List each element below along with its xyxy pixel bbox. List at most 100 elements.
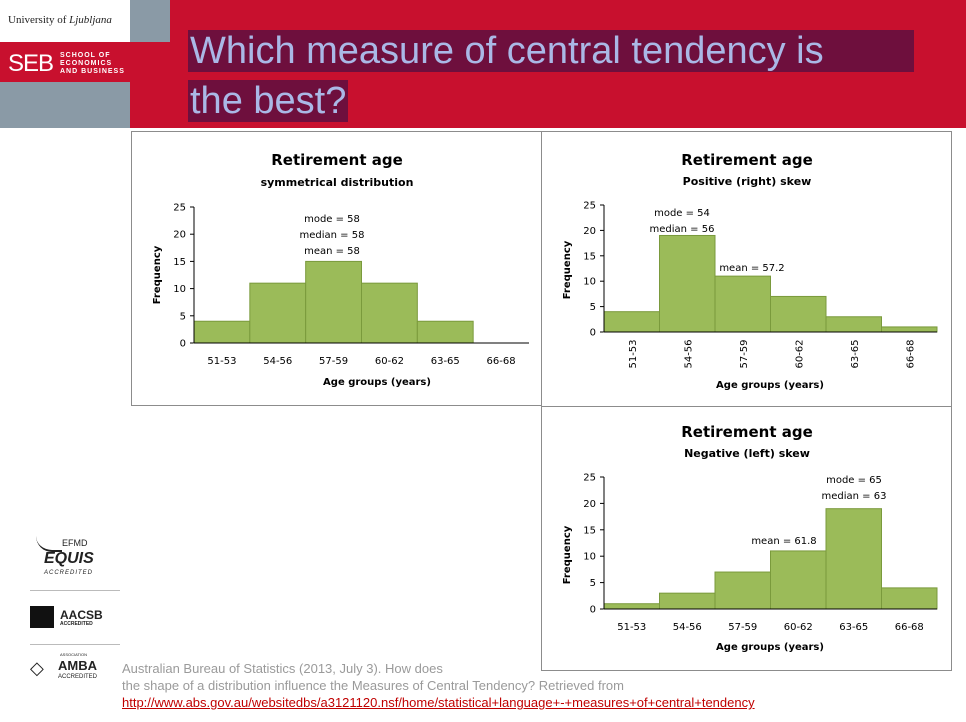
chart-title: Retirement age: [271, 151, 403, 169]
logo-divider: [30, 590, 120, 591]
x-tick-label: 51-53: [628, 339, 639, 368]
plot-area: 0 5 10 15 20 25 51-53 54-56 57-59 60-62 63-65 66-68: [583, 473, 938, 633]
chart-subtitle: Negative (left) skew: [684, 447, 810, 460]
aacsb-accredited-text: ACCREDITED: [60, 621, 93, 627]
bar-54-56: [659, 592, 716, 610]
amba-diamond-icon: ◇: [30, 658, 44, 678]
x-tick-label: 63-65: [850, 339, 861, 368]
slide-title-line2: the best?: [188, 80, 349, 122]
amba-accredited-text: ACCREDITED: [58, 674, 98, 680]
x-tick-label: 57-59: [319, 356, 348, 367]
x-tick-label: 54-56: [683, 339, 694, 368]
university-city: Ljubljana: [69, 14, 112, 26]
y-tick-label: 5: [590, 578, 596, 589]
seb-line2: ECONOMICS: [60, 60, 113, 67]
x-tick-label: 51-53: [617, 622, 646, 633]
chart-subtitle: symmetrical distribution: [261, 176, 414, 189]
equis-swoosh-icon: [36, 536, 62, 552]
plot-area: 0 5 10 15 20 25 51-53 54-56 57-59 60-62 63-65 66-68: [173, 203, 529, 367]
bar-60-62: [770, 295, 827, 333]
y-axis-label: Frequency: [562, 240, 573, 299]
chart-title: Retirement age: [681, 151, 813, 169]
x-tick-label: 63-65: [431, 356, 460, 367]
university-name: University of Ljubljana: [8, 14, 112, 26]
slide-title-line1: Which measure of central tendency is: [188, 30, 914, 72]
university-prefix: University of: [8, 14, 70, 26]
citation: Australian Bureau of Statistics (2013, J…: [122, 660, 952, 711]
efmd-text: EFMD: [62, 538, 88, 548]
chart-symmetrical: Retirement age symmetrical distribution …: [152, 151, 529, 388]
x-tick-label: 66-68: [905, 339, 916, 368]
y-tick-label: 15: [583, 525, 596, 536]
annotation-median: median = 63: [822, 491, 887, 502]
bar-63-65: [825, 508, 882, 610]
bar-54-56: [249, 282, 307, 344]
x-axis-label: Age groups (years): [716, 380, 824, 391]
y-tick-label: 0: [180, 339, 186, 350]
y-tick-label: 15: [583, 251, 596, 262]
chart-panel-negative-skew: Retirement age Negative (left) skew Freq…: [541, 406, 952, 671]
seb-line1: SCHOOL OF: [60, 52, 111, 59]
seb-abbr: SEB: [8, 50, 54, 77]
annotation-mode: mode = 58: [304, 214, 360, 225]
seb-school-name: SCHOOL OF ECONOMICS AND BUSINESS: [60, 52, 125, 76]
y-tick-label: 5: [590, 302, 596, 313]
y-axis-label: Frequency: [562, 525, 573, 584]
y-tick-label: 10: [583, 552, 596, 563]
bar-63-65: [416, 320, 474, 344]
x-tick-label: 54-56: [673, 622, 702, 633]
annotation-mode: mode = 54: [654, 208, 710, 219]
x-tick-label: 60-62: [794, 339, 805, 368]
y-tick-label: 20: [173, 230, 186, 241]
x-tick-label: 54-56: [263, 356, 292, 367]
header-grey-block: [0, 82, 130, 128]
x-tick-label: 66-68: [895, 622, 924, 633]
y-tick-label: 25: [173, 203, 186, 214]
bar-51-53: [603, 311, 660, 333]
citation-line2: the shape of a distribution influence th…: [122, 678, 624, 693]
plot-area: 0 5 10 15 20 25 51-53 54-56 57-59 60-62 63-65 66-68: [583, 201, 938, 369]
aacsb-mark-icon: [30, 606, 54, 628]
chart-subtitle: Positive (right) skew: [683, 175, 812, 188]
chart-positive-skew: Retirement age Positive (right) skew Fre…: [562, 151, 938, 391]
annotation-median: median = 58: [300, 230, 365, 241]
amba-text: AMBA: [58, 658, 97, 673]
x-axis-label: Age groups (years): [716, 642, 824, 653]
chart-panel-symmetrical: Retirement age symmetrical distribution …: [131, 131, 542, 406]
annotation-mode: mode = 65: [826, 475, 882, 486]
bar-57-59: [714, 571, 771, 610]
x-tick-label: 51-53: [207, 356, 236, 367]
y-tick-label: 0: [590, 605, 596, 616]
x-axis-label: Age groups (years): [323, 377, 431, 388]
y-tick-label: 10: [583, 277, 596, 288]
y-tick-label: 0: [590, 328, 596, 339]
bar-60-62: [361, 282, 418, 344]
bar-66-68: [881, 587, 938, 610]
bar-51-53: [193, 320, 251, 344]
amba-association-text: ASSOCIATION: [60, 652, 88, 657]
bar-54-56: [659, 234, 716, 333]
x-tick-label: 66-68: [487, 356, 516, 367]
annotation-mean: mean = 57.2: [719, 263, 784, 274]
header-logo-area: [0, 0, 130, 42]
y-tick-label: 20: [583, 499, 596, 510]
citation-line1: Australian Bureau of Statistics (2013, J…: [122, 661, 443, 676]
y-axis-label: Frequency: [152, 245, 163, 304]
chart-title: Retirement age: [681, 423, 813, 441]
citation-link[interactable]: http://www.abs.gov.au/websitedbs/a312112…: [122, 695, 755, 710]
equis-accredited-text: ACCREDITED: [44, 570, 94, 576]
bar-66-68: [881, 326, 938, 333]
annotation-median: median = 56: [650, 224, 715, 235]
annotation-mean: mean = 58: [304, 246, 360, 257]
chart-panel-positive-skew: Retirement age Positive (right) skew Fre…: [541, 131, 952, 407]
x-tick-label: 60-62: [375, 356, 404, 367]
bar-57-59: [714, 275, 771, 333]
x-tick-label: 57-59: [739, 339, 750, 368]
x-tick-label: 57-59: [728, 622, 757, 633]
y-tick-label: 20: [583, 226, 596, 237]
bar-60-62: [770, 550, 827, 610]
y-tick-label: 10: [173, 284, 186, 295]
y-tick-label: 15: [173, 257, 186, 268]
y-tick-label: 25: [583, 473, 596, 484]
y-tick-label: 5: [180, 311, 186, 322]
